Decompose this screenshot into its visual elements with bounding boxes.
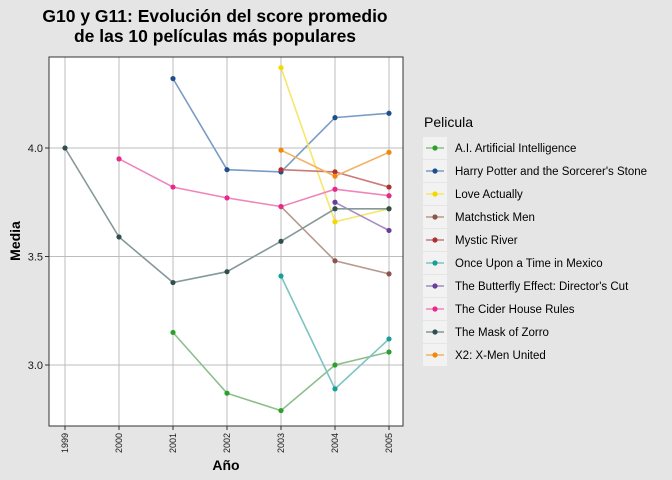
legend-label: Matchstick Men	[455, 212, 535, 224]
series-line	[334, 201, 390, 232]
legend-label: The Cider House Rules	[455, 304, 575, 316]
data-point	[224, 167, 230, 173]
chart-title: G10 y G11: Evolución del score promedio	[42, 6, 387, 26]
data-point	[386, 149, 392, 155]
legend-item: Matchstick Men	[423, 206, 535, 228]
y-axis: 3.0 3.5 4.0	[28, 143, 49, 372]
data-point	[116, 156, 122, 162]
data-point	[332, 362, 338, 368]
data-point	[386, 349, 392, 355]
legend-item: Harry Potter and the Sorcerer's Stone	[423, 160, 647, 182]
data-point	[386, 110, 392, 116]
data-point	[278, 238, 284, 244]
legend-key-point	[432, 168, 438, 174]
x-tick-label: 2005	[384, 433, 394, 453]
series-points	[62, 65, 392, 414]
legend-item: The Butterfly Effect: Director's Cut	[423, 275, 629, 297]
x-axis-title: Año	[212, 457, 239, 473]
data-point	[332, 169, 338, 175]
y-tick-label: 3.5	[28, 252, 43, 264]
legend-item: Once Upon a Time in Mexico	[423, 252, 603, 274]
data-point	[170, 329, 176, 336]
y-tick-label: 3.0	[28, 360, 43, 372]
data-point	[386, 336, 392, 342]
data-point	[278, 407, 284, 414]
x-tick-label: 2003	[276, 433, 286, 453]
data-point	[224, 195, 230, 201]
gridlines	[49, 57, 403, 426]
data-point	[332, 206, 338, 212]
data-point	[170, 75, 176, 82]
legend-label: Harry Potter and the Sorcerer's Stone	[455, 166, 647, 178]
legend-item: The Mask of Zorro	[423, 321, 549, 343]
data-point	[170, 279, 176, 286]
data-point	[224, 269, 230, 275]
y-tick-label: 4.0	[28, 143, 43, 155]
data-point	[278, 203, 284, 210]
series-line	[118, 158, 390, 208]
data-point	[278, 167, 284, 173]
x-axis: 1999 2000 2001 2002 2003 2004 2005	[60, 426, 394, 453]
data-point	[62, 145, 68, 151]
legend: Pelicula A.I. Artificial Intelligence Har…	[423, 114, 647, 366]
legend-items: A.I. Artificial Intelligence Harry Potter…	[423, 137, 647, 366]
legend-key-point	[432, 306, 438, 312]
legend-key-point	[432, 283, 438, 289]
legend-label: Mystic River	[455, 235, 518, 247]
data-point	[386, 193, 392, 199]
legend-item: The Cider House Rules	[423, 298, 575, 320]
data-point	[386, 184, 392, 190]
chart-subtitle: de las 10 películas más populares	[74, 26, 356, 46]
data-point	[332, 199, 338, 205]
data-point	[278, 147, 284, 153]
legend-label: The Mask of Zorro	[455, 327, 549, 339]
x-tick-label: 2001	[168, 433, 178, 453]
legend-item: Mystic River	[423, 229, 518, 251]
data-point	[332, 258, 338, 264]
legend-key-point	[432, 329, 438, 335]
plot-border	[48, 56, 404, 427]
legend-label: Once Upon a Time in Mexico	[455, 258, 603, 270]
legend-key-point	[432, 237, 438, 243]
legend-label: Love Actually	[455, 189, 523, 201]
data-point	[278, 65, 284, 71]
data-point	[170, 184, 176, 190]
x-tick-label: 2004	[330, 433, 340, 453]
legend-item: Love Actually	[423, 183, 523, 205]
legend-key-point	[432, 145, 438, 151]
legend-key-point	[432, 214, 438, 220]
legend-label: The Butterfly Effect: Director's Cut	[455, 281, 629, 293]
legend-key-point	[432, 191, 438, 197]
legend-key-point	[432, 352, 438, 358]
x-tick-label: 2000	[114, 433, 124, 453]
legend-item: A.I. Artificial Intelligence	[423, 137, 576, 159]
data-point	[332, 173, 338, 179]
legend-item: X2: X-Men United	[423, 344, 546, 366]
data-point	[332, 115, 338, 121]
plot-panel	[49, 57, 403, 426]
data-point	[386, 271, 392, 277]
x-tick-label: 1999	[60, 433, 70, 453]
data-point	[224, 390, 230, 396]
data-point	[386, 206, 392, 212]
legend-title: Pelicula	[424, 114, 473, 130]
data-point	[332, 386, 338, 392]
legend-label: A.I. Artificial Intelligence	[455, 143, 576, 155]
legend-key-point	[432, 260, 438, 266]
data-point	[116, 234, 122, 240]
data-point	[278, 273, 284, 279]
y-axis-title: Media	[7, 221, 23, 261]
x-tick-label: 2002	[222, 433, 232, 453]
data-point	[332, 219, 338, 225]
legend-label: X2: X-Men United	[455, 350, 546, 362]
data-point	[386, 227, 392, 234]
data-point	[332, 186, 338, 192]
